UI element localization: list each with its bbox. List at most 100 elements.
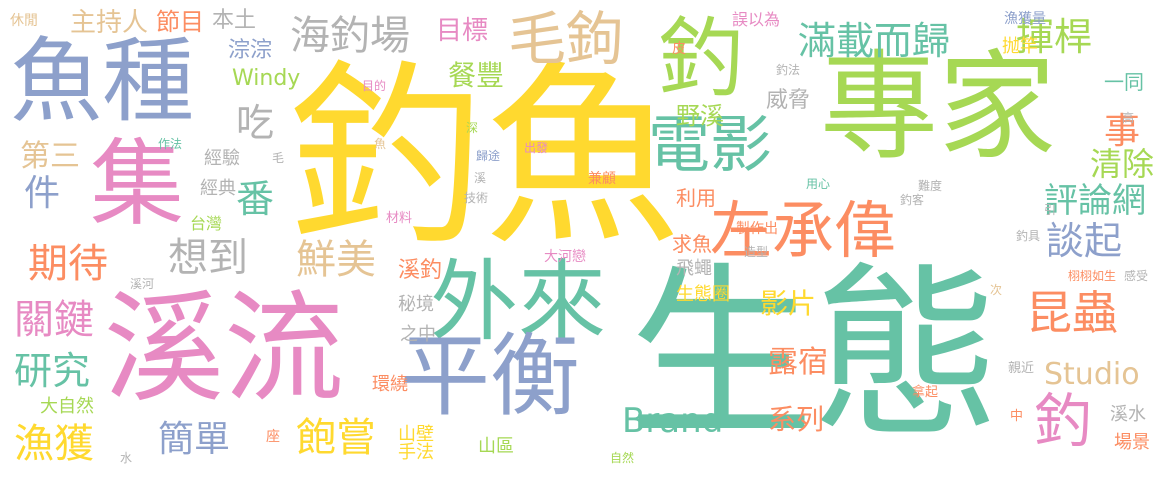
word: 研究 <box>14 349 91 393</box>
word: 秘境 <box>398 294 434 315</box>
word: 抛竿 <box>1002 36 1038 57</box>
word: 山壁 <box>398 424 434 445</box>
word: 簡單 <box>158 419 231 460</box>
word: 引 <box>1044 203 1057 217</box>
word: 拿起 <box>912 385 939 400</box>
word: 談起 <box>1046 219 1123 263</box>
word: Windy <box>232 66 301 91</box>
word: 電影 <box>648 108 773 181</box>
word: 威脅 <box>766 88 811 113</box>
word: 目標 <box>436 16 489 46</box>
word: 釣魚 <box>288 44 681 272</box>
word: 毛鉤 <box>508 5 625 73</box>
word: 想到 <box>168 235 248 281</box>
word: 誤以為 <box>732 10 781 29</box>
word: 技術 <box>464 191 489 205</box>
word: 利用 <box>676 186 716 210</box>
word: 節目 <box>156 8 204 36</box>
word: 手法 <box>398 442 434 463</box>
word: 件 <box>24 173 61 214</box>
word: 左承偉 <box>710 194 897 267</box>
word: 經驗 <box>204 148 240 169</box>
word: 感受 <box>1124 269 1149 283</box>
word: 材料 <box>386 211 413 226</box>
word: 漁獲量 <box>1004 11 1046 27</box>
word: 生態 <box>628 246 1001 463</box>
word: 目的 <box>362 79 387 93</box>
word: 親近 <box>1008 361 1035 376</box>
word: 毛 <box>272 151 285 165</box>
word: 第三 <box>20 139 80 174</box>
word: 餐豐 <box>448 59 505 92</box>
word: 台灣 <box>190 214 223 233</box>
word: 深 <box>466 121 479 135</box>
word: 溪河 <box>130 277 155 291</box>
word: 魚種 <box>10 28 195 135</box>
word: 專家 <box>820 38 1057 176</box>
word: 一同 <box>1104 70 1144 94</box>
word: 平衡 <box>400 324 580 429</box>
word: 用心 <box>806 177 831 191</box>
word: 釣法 <box>776 63 801 77</box>
word: 露宿 <box>768 345 828 380</box>
word: 清除 <box>1090 145 1155 183</box>
word: 系列 <box>768 403 825 436</box>
word: 集 <box>90 130 185 239</box>
word: 漁獲 <box>14 421 94 467</box>
word: Studio <box>1044 357 1140 392</box>
word: 栩栩如生 <box>1068 269 1117 283</box>
word: 山區 <box>478 436 514 457</box>
word: 事 <box>1104 111 1141 152</box>
word: 之中 <box>400 324 436 345</box>
word: 吃 <box>236 101 275 145</box>
word: 造型 <box>744 245 769 259</box>
word: 釣 <box>1034 387 1093 455</box>
word: 生態圈 <box>676 284 730 305</box>
word: 自然 <box>610 451 635 465</box>
word: 歸途 <box>476 149 501 163</box>
word: 淙淙 <box>228 38 273 63</box>
word: 野溪 <box>676 102 724 130</box>
word: 關鍵 <box>14 297 94 343</box>
word: 影片 <box>760 287 817 320</box>
word: 溪水 <box>1110 404 1146 425</box>
word: 溪流 <box>104 280 344 419</box>
word: 釣 <box>658 9 744 109</box>
word: 座 <box>266 429 280 445</box>
word: 評論網 <box>1044 181 1146 221</box>
word: 滿載而歸 <box>798 19 951 63</box>
word: 製作出 <box>736 221 778 237</box>
word: 鮮美 <box>296 237 376 283</box>
word: 中 <box>1010 409 1024 424</box>
word: 外來 <box>430 250 607 353</box>
word: 期待 <box>28 241 108 287</box>
word: 大自然 <box>40 396 94 417</box>
word: 環繞 <box>372 374 408 395</box>
word: Brand <box>622 401 724 441</box>
word: 高 <box>1122 111 1135 125</box>
word: 休閒 <box>10 13 38 29</box>
word: 出發 <box>524 141 549 155</box>
word: 主持人 <box>70 8 149 38</box>
word: 次 <box>990 283 1003 297</box>
word: 釣具 <box>1016 229 1041 243</box>
word: 作法 <box>158 137 183 151</box>
word: 皮 <box>672 41 686 57</box>
word: 溪 <box>474 171 487 185</box>
word: 經典 <box>200 178 236 199</box>
word: 水 <box>120 451 133 465</box>
word: 揮桿 <box>1016 15 1093 59</box>
word: 難度 <box>918 179 943 193</box>
word: 大河戀 <box>544 249 586 265</box>
word: 溪釣 <box>398 258 443 283</box>
word: 飽嘗 <box>296 415 376 461</box>
word: 昆蟲 <box>1026 286 1118 340</box>
word: 場景 <box>1114 432 1150 453</box>
word: 番 <box>236 177 275 221</box>
word: 魚 <box>374 137 387 151</box>
word: 飛蠅 <box>676 258 712 279</box>
word: 本土 <box>212 8 257 33</box>
word: 兼顧 <box>588 171 616 187</box>
word: 海釣場 <box>290 13 410 59</box>
